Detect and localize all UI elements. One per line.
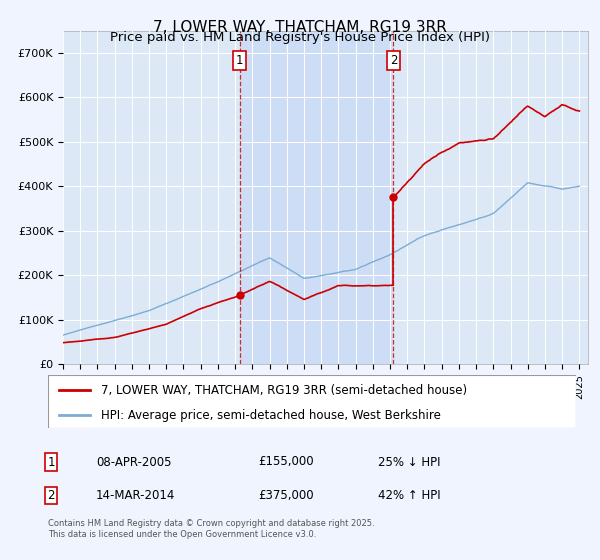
- Text: Price paid vs. HM Land Registry's House Price Index (HPI): Price paid vs. HM Land Registry's House …: [110, 31, 490, 44]
- Text: 08-APR-2005: 08-APR-2005: [96, 455, 172, 469]
- Text: 1: 1: [236, 54, 244, 67]
- Text: 14-MAR-2014: 14-MAR-2014: [96, 489, 175, 502]
- Text: 42% ↑ HPI: 42% ↑ HPI: [378, 489, 440, 502]
- Text: £375,000: £375,000: [258, 489, 314, 502]
- Text: HPI: Average price, semi-detached house, West Berkshire: HPI: Average price, semi-detached house,…: [101, 409, 440, 422]
- FancyBboxPatch shape: [48, 375, 576, 428]
- Text: 7, LOWER WAY, THATCHAM, RG19 3RR (semi-detached house): 7, LOWER WAY, THATCHAM, RG19 3RR (semi-d…: [101, 384, 467, 396]
- Bar: [240, 31, 394, 364]
- Text: 2: 2: [390, 54, 397, 67]
- Text: Contains HM Land Registry data © Crown copyright and database right 2025.
This d: Contains HM Land Registry data © Crown c…: [48, 520, 374, 539]
- Text: 1: 1: [47, 455, 55, 469]
- Text: 2: 2: [47, 489, 55, 502]
- Text: 25% ↓ HPI: 25% ↓ HPI: [378, 455, 440, 469]
- Text: £155,000: £155,000: [258, 455, 314, 469]
- Text: 7, LOWER WAY, THATCHAM, RG19 3RR: 7, LOWER WAY, THATCHAM, RG19 3RR: [153, 20, 447, 35]
